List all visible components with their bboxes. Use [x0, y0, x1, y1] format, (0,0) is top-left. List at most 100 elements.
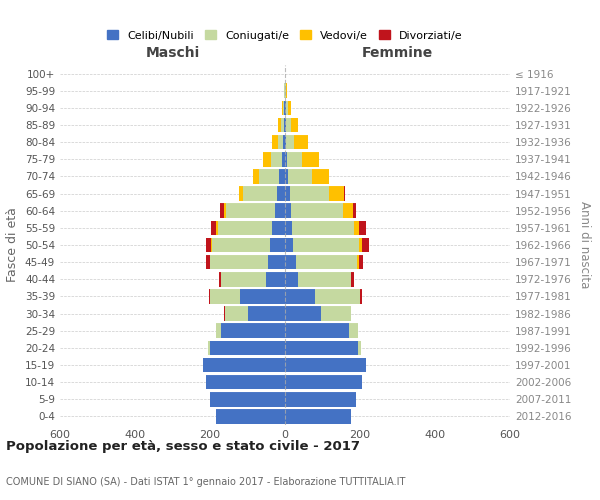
Bar — [259, 169, 280, 184]
Bar — [215, 409, 285, 424]
Bar — [285, 186, 290, 201]
Bar — [217, 220, 218, 235]
Bar — [266, 272, 285, 286]
Bar — [285, 135, 286, 150]
Bar — [287, 100, 290, 115]
Bar — [285, 306, 320, 321]
Bar — [287, 152, 302, 166]
Bar — [285, 100, 286, 115]
Bar — [277, 186, 285, 201]
Bar — [285, 375, 362, 390]
Bar — [272, 135, 277, 150]
Bar — [343, 204, 353, 218]
Bar — [286, 100, 287, 115]
Bar — [225, 306, 248, 321]
Bar — [210, 340, 285, 355]
Bar — [286, 84, 287, 98]
Bar — [281, 118, 284, 132]
Bar — [224, 204, 226, 218]
Text: Popolazione per età, sesso e stato civile - 2017: Popolazione per età, sesso e stato civil… — [6, 440, 360, 453]
Bar — [285, 324, 349, 338]
Bar — [290, 204, 343, 218]
Bar — [362, 238, 370, 252]
Bar — [270, 238, 285, 252]
Bar — [206, 375, 285, 390]
Bar — [263, 152, 271, 166]
Bar — [285, 272, 298, 286]
Bar — [248, 306, 285, 321]
Bar — [212, 238, 270, 252]
Bar — [224, 306, 225, 321]
Bar — [210, 255, 268, 270]
Bar — [285, 118, 286, 132]
Bar — [206, 255, 209, 270]
Bar — [293, 238, 359, 252]
Bar — [298, 272, 350, 286]
Bar — [359, 255, 363, 270]
Bar — [286, 135, 295, 150]
Bar — [285, 204, 290, 218]
Bar — [353, 204, 356, 218]
Bar — [280, 169, 285, 184]
Bar — [285, 289, 315, 304]
Bar — [283, 100, 284, 115]
Y-axis label: Fasce di età: Fasce di età — [7, 208, 19, 282]
Bar — [290, 118, 298, 132]
Bar — [359, 220, 366, 235]
Bar — [220, 204, 224, 218]
Bar — [240, 289, 285, 304]
Bar — [285, 238, 293, 252]
Bar — [358, 340, 361, 355]
Text: COMUNE DI SIANO (SA) - Dati ISTAT 1° gennaio 2017 - Elaborazione TUTTITALIA.IT: COMUNE DI SIANO (SA) - Dati ISTAT 1° gen… — [6, 477, 406, 487]
Bar — [268, 255, 285, 270]
Bar — [275, 204, 285, 218]
Bar — [211, 220, 217, 235]
Bar — [285, 220, 292, 235]
Bar — [288, 169, 313, 184]
Bar — [290, 186, 329, 201]
Bar — [292, 220, 353, 235]
Bar — [277, 135, 283, 150]
Bar — [278, 118, 281, 132]
Bar — [353, 220, 359, 235]
Bar — [221, 272, 266, 286]
Bar — [296, 255, 358, 270]
Bar — [315, 289, 360, 304]
Bar — [239, 186, 243, 201]
Bar — [211, 238, 212, 252]
Bar — [285, 152, 287, 166]
Bar — [286, 118, 290, 132]
Bar — [283, 135, 285, 150]
Bar — [271, 152, 282, 166]
Bar — [313, 169, 329, 184]
Bar — [285, 392, 356, 406]
Y-axis label: Anni di nascita: Anni di nascita — [578, 202, 591, 288]
Bar — [284, 118, 285, 132]
Bar — [285, 169, 288, 184]
Bar — [285, 340, 358, 355]
Bar — [285, 409, 350, 424]
Bar — [320, 306, 350, 321]
Bar — [226, 204, 275, 218]
Bar — [210, 392, 285, 406]
Bar — [359, 238, 362, 252]
Bar — [350, 272, 352, 286]
Legend: Celibi/Nubili, Coniugati/e, Vedovi/e, Divorziati/e: Celibi/Nubili, Coniugati/e, Vedovi/e, Di… — [103, 26, 467, 45]
Bar — [203, 358, 285, 372]
Bar — [272, 220, 285, 235]
Bar — [302, 152, 319, 166]
Bar — [285, 358, 365, 372]
Bar — [295, 135, 308, 150]
Bar — [220, 272, 221, 286]
Bar — [218, 220, 272, 235]
Bar — [349, 324, 358, 338]
Bar — [210, 289, 240, 304]
Bar — [358, 255, 359, 270]
Bar — [352, 272, 355, 286]
Bar — [221, 324, 285, 338]
Bar — [205, 238, 211, 252]
Bar — [282, 100, 283, 115]
Bar — [215, 324, 221, 338]
Bar — [208, 340, 210, 355]
Bar — [285, 255, 296, 270]
